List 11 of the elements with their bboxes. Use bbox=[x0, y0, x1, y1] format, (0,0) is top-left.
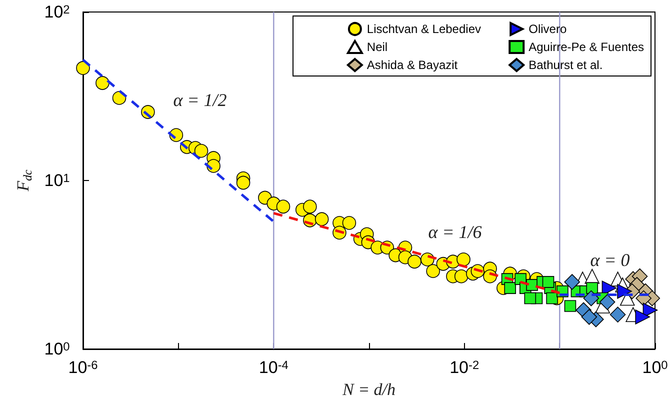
annotation: α = 1/6 bbox=[428, 222, 482, 242]
legend-label: Aguirre-Pe & Fuentes bbox=[528, 40, 644, 54]
legend-label: Olivero bbox=[528, 22, 567, 36]
x-axis-title: N = d/h bbox=[341, 380, 396, 399]
legend-label: Ashida & Bayazit bbox=[366, 58, 458, 72]
annotation: α = 1/2 bbox=[173, 90, 227, 110]
annotation: α = 0 bbox=[590, 250, 630, 270]
legend-label: Bathurst et al. bbox=[528, 58, 603, 72]
legend-label: Neil bbox=[366, 40, 388, 54]
y-axis-title: Fdc bbox=[14, 168, 34, 192]
legend-label: Lischtvan & Lebediev bbox=[366, 22, 481, 36]
